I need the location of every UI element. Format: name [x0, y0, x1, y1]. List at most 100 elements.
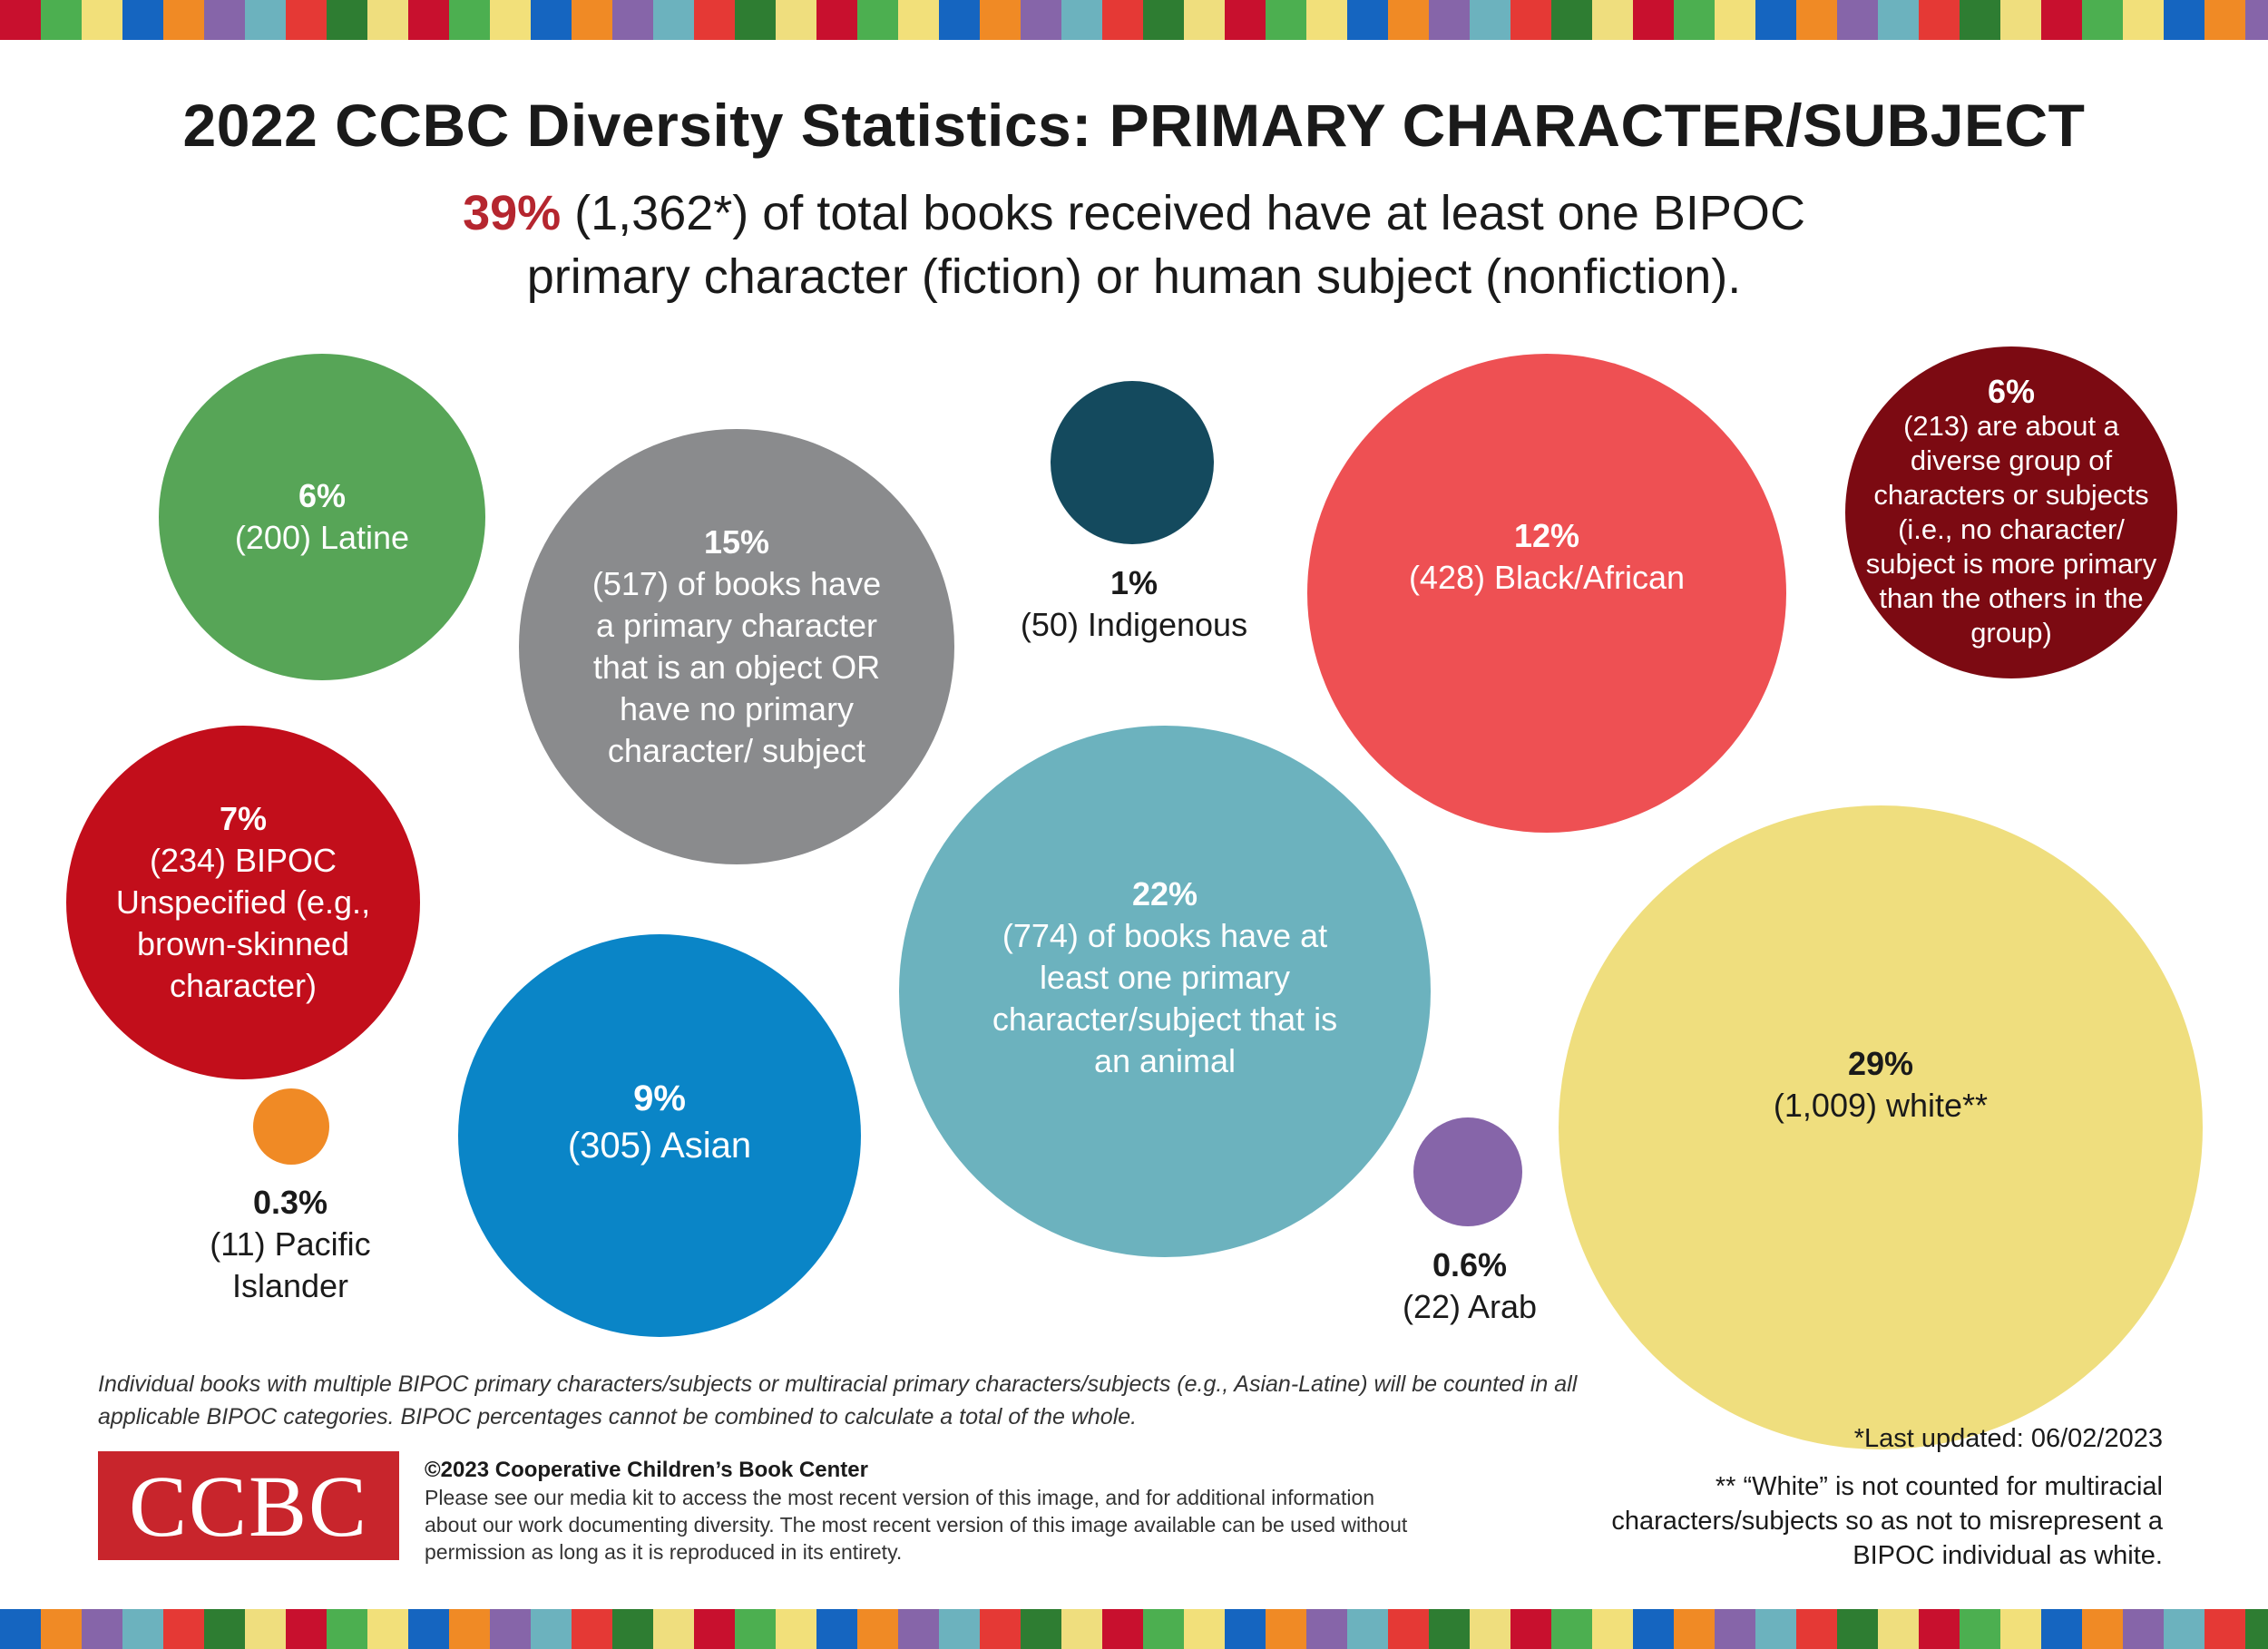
stripe-segment	[490, 1609, 531, 1649]
stripe-segment	[1755, 1609, 1796, 1649]
last-updated: *Last updated: 06/02/2023	[1853, 1424, 2163, 1453]
stripe-segment	[694, 0, 735, 40]
stripe-segment	[82, 0, 122, 40]
stripe-segment	[1633, 0, 1674, 40]
stripe-segment	[0, 1609, 41, 1649]
stripe-segment	[1347, 0, 1388, 40]
bubble-bipoc-unspecified: 7% (234) BIPOC Unspecified (e.g., brown-s…	[66, 726, 420, 1079]
stripe-segment	[694, 1609, 735, 1649]
stripe-segment	[1960, 0, 2000, 40]
stripe-segment	[204, 0, 245, 40]
stripe-segment	[2164, 0, 2204, 40]
stripe-segment	[2000, 1609, 2041, 1649]
stripe-segment	[1184, 0, 1225, 40]
white-note: ** “White” is not counted for multiracia…	[1611, 1472, 2163, 1570]
stripe-segment	[367, 0, 408, 40]
stripe-segment	[2245, 1609, 2268, 1649]
stripe-segment	[1796, 0, 1837, 40]
page-title: 2022 CCBC Diversity Statistics: PRIMARY …	[182, 92, 2086, 159]
bubble-bipoc-percent: 7%	[219, 800, 268, 837]
bubble-indigenous	[1051, 381, 1214, 544]
stripe-segment	[408, 0, 449, 40]
stripe-segment	[1960, 1609, 2000, 1649]
stripe-segment	[163, 0, 204, 40]
bubble-bipoc-label: (234) BIPOC Unspecified (e.g., brown-ski…	[115, 842, 371, 1004]
stripe-segment	[327, 0, 367, 40]
top-color-stripe	[0, 0, 2268, 40]
stripe-segment	[1796, 1609, 1837, 1649]
stripe-segment	[1225, 0, 1266, 40]
bubble-latine-percent: 6%	[298, 477, 346, 514]
stripe-segment	[1266, 1609, 1306, 1649]
stripe-segment	[898, 0, 939, 40]
stripe-segment	[1306, 0, 1347, 40]
stripe-segment	[816, 0, 857, 40]
label-indigenous: 1% (50) Indigenous	[962, 562, 1306, 646]
stripe-segment	[1061, 1609, 1102, 1649]
stripe-segment	[1633, 1609, 1674, 1649]
label-arab: 0.6% (22) Arab	[1334, 1244, 1606, 1328]
label-arab-percent: 0.6%	[1432, 1246, 1508, 1283]
bubble-asian-percent: 9%	[633, 1078, 686, 1118]
stripe-segment	[408, 1609, 449, 1649]
stripe-segment	[735, 1609, 776, 1649]
stripe-segment	[1837, 1609, 1878, 1649]
stripe-segment	[1021, 1609, 1061, 1649]
stripe-segment	[1388, 1609, 1429, 1649]
stripe-segment	[367, 1609, 408, 1649]
subtitle-line2: primary character (fiction) or human sub…	[526, 249, 1742, 304]
stripe-segment	[1021, 0, 1061, 40]
stripe-segment	[1225, 1609, 1266, 1649]
stripe-segment	[1429, 1609, 1470, 1649]
stripe-segment	[245, 1609, 286, 1649]
ccbc-logo: CCBC	[98, 1451, 399, 1560]
copyright-block: ©2023 Cooperative Children’s Book Center…	[425, 1457, 1422, 1566]
label-arab-text: (22) Arab	[1402, 1288, 1538, 1325]
stripe-segment	[1510, 1609, 1551, 1649]
stripe-segment	[1715, 1609, 1755, 1649]
stripe-segment	[1470, 0, 1510, 40]
stripe-segment	[1470, 1609, 1510, 1649]
stripe-segment	[490, 0, 531, 40]
stripe-segment	[163, 1609, 204, 1649]
stripe-segment	[776, 1609, 816, 1649]
bubble-asian-label: (305) Asian	[567, 1126, 752, 1166]
stripe-segment	[82, 1609, 122, 1649]
bubble-white: 29% (1,009) white**	[1559, 805, 2203, 1449]
footnote: Individual books with multiple BIPOC pri…	[98, 1371, 1578, 1429]
stripe-segment	[572, 0, 612, 40]
stripe-segment	[327, 1609, 367, 1649]
bubble-object-percent: 15%	[703, 523, 770, 561]
stripe-segment	[1592, 1609, 1633, 1649]
stripe-segment	[980, 1609, 1021, 1649]
bubble-object: 15% (517) of books have a primary charact…	[519, 429, 954, 864]
bubble-diverse-group: 6% (213) are about a diverse group of cha…	[1845, 346, 2177, 678]
stripe-segment	[1837, 0, 1878, 40]
stripe-segment	[857, 0, 898, 40]
stripe-segment	[122, 0, 163, 40]
stripe-segment	[2041, 1609, 2082, 1649]
bottom-color-stripe	[0, 1609, 2268, 1649]
subtitle-highlight: 39%	[463, 186, 562, 240]
stripe-segment	[1306, 1609, 1347, 1649]
stripe-segment	[980, 0, 1021, 40]
bubble-white-label: (1,009) white**	[1773, 1087, 1989, 1124]
stripe-segment	[2082, 0, 2123, 40]
stripe-segment	[1388, 0, 1429, 40]
stripe-segment	[816, 1609, 857, 1649]
stripe-segment	[286, 1609, 327, 1649]
stripe-segment	[1551, 0, 1592, 40]
stripe-segment	[612, 0, 653, 40]
stripe-segment	[1878, 1609, 1919, 1649]
stripe-segment	[2123, 0, 2164, 40]
stripe-segment	[1184, 1609, 1225, 1649]
bubble-latine-label: (200) Latine	[234, 519, 410, 556]
bubble-black-percent: 12%	[1513, 517, 1580, 554]
stripe-segment	[1429, 0, 1470, 40]
stripe-segment	[612, 1609, 653, 1649]
label-pacific-text: (11) Pacific Islander	[210, 1225, 371, 1304]
stripe-segment	[776, 0, 816, 40]
stripe-segment	[2245, 0, 2268, 40]
stripe-segment	[245, 0, 286, 40]
stripe-segment	[449, 1609, 490, 1649]
